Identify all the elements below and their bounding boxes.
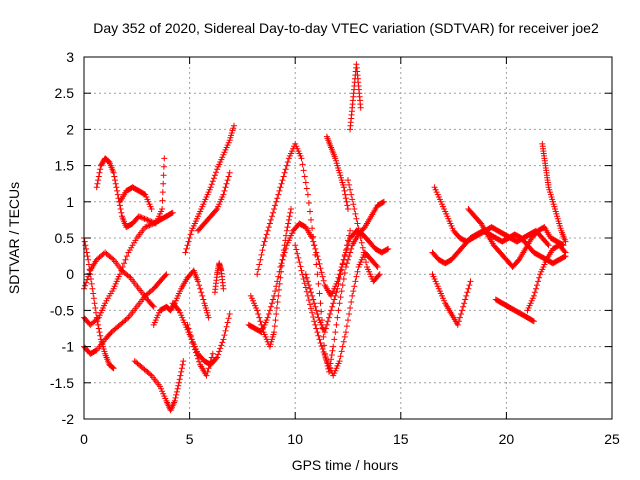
y-tick-label: 0 xyxy=(66,266,74,282)
x-tick-label: 5 xyxy=(186,431,194,447)
x-axis-label: GPS time / hours xyxy=(292,457,399,473)
data-point-markers xyxy=(292,242,381,379)
x-tick-label: 0 xyxy=(80,431,88,447)
axes: -2 -1.5 -1 -0.5 0 0.5 1 1.5 2 2.5 3 0 5 10 15 20 25 xyxy=(50,49,620,447)
chart-title: Day 352 of 2020, Sidereal Day-to-day VTE… xyxy=(93,20,599,36)
series-s18 xyxy=(302,227,354,336)
data-point-markers xyxy=(492,296,537,325)
data-marks xyxy=(81,61,569,414)
data-point-markers xyxy=(131,358,187,414)
y-tick-label: 2 xyxy=(66,121,74,137)
data-point-markers xyxy=(93,155,168,231)
series-s24 xyxy=(429,271,474,328)
series-s27 xyxy=(539,140,569,245)
series-s10 xyxy=(184,321,216,379)
series-s15 xyxy=(247,206,294,350)
data-point-markers xyxy=(465,206,567,270)
y-tick-label: 1 xyxy=(66,194,74,210)
data-point-markers xyxy=(524,242,569,314)
y-tick-label: -1.5 xyxy=(50,375,74,391)
data-point-markers xyxy=(195,169,233,234)
series-s6 xyxy=(116,184,155,212)
series-s21 xyxy=(345,177,383,285)
data-point-markers xyxy=(150,267,212,328)
series-s7 xyxy=(131,358,187,414)
series-s17 xyxy=(292,242,381,379)
y-tick-label: -1 xyxy=(62,339,75,355)
data-point-markers xyxy=(211,260,227,296)
data-point-markers xyxy=(539,140,569,245)
y-tick-label: 2.5 xyxy=(55,85,75,101)
series-s12 xyxy=(195,169,233,234)
series-s20 xyxy=(347,61,364,133)
data-point-markers xyxy=(247,206,294,350)
data-point-markers xyxy=(116,184,155,212)
x-tick-label: 15 xyxy=(393,431,409,447)
data-point-markers xyxy=(429,271,474,328)
x-tick-label: 10 xyxy=(287,431,303,447)
series-s25 xyxy=(465,206,567,270)
y-tick-label: -0.5 xyxy=(50,302,74,318)
x-tick-label: 25 xyxy=(604,431,620,447)
data-point-markers xyxy=(323,133,351,212)
data-point-markers xyxy=(184,321,216,379)
data-point-markers xyxy=(302,227,354,336)
series-s19 xyxy=(323,133,351,212)
y-tick-label: 1.5 xyxy=(55,158,75,174)
data-point-markers xyxy=(182,122,237,256)
x-tick-label: 20 xyxy=(499,431,515,447)
series-s28 xyxy=(524,242,569,314)
y-tick-label: 3 xyxy=(66,49,74,65)
data-point-markers xyxy=(345,177,383,285)
y-axis-label: SDTVAR / TECUs xyxy=(6,182,22,294)
series-s11 xyxy=(182,122,237,256)
series-s5 xyxy=(93,155,168,231)
series-s8 xyxy=(150,267,212,328)
y-tick-label: -2 xyxy=(62,411,75,427)
series-s13 xyxy=(211,260,227,296)
data-point-markers xyxy=(347,61,364,133)
series-s26 xyxy=(492,296,537,325)
y-tick-label: 0.5 xyxy=(55,230,75,246)
